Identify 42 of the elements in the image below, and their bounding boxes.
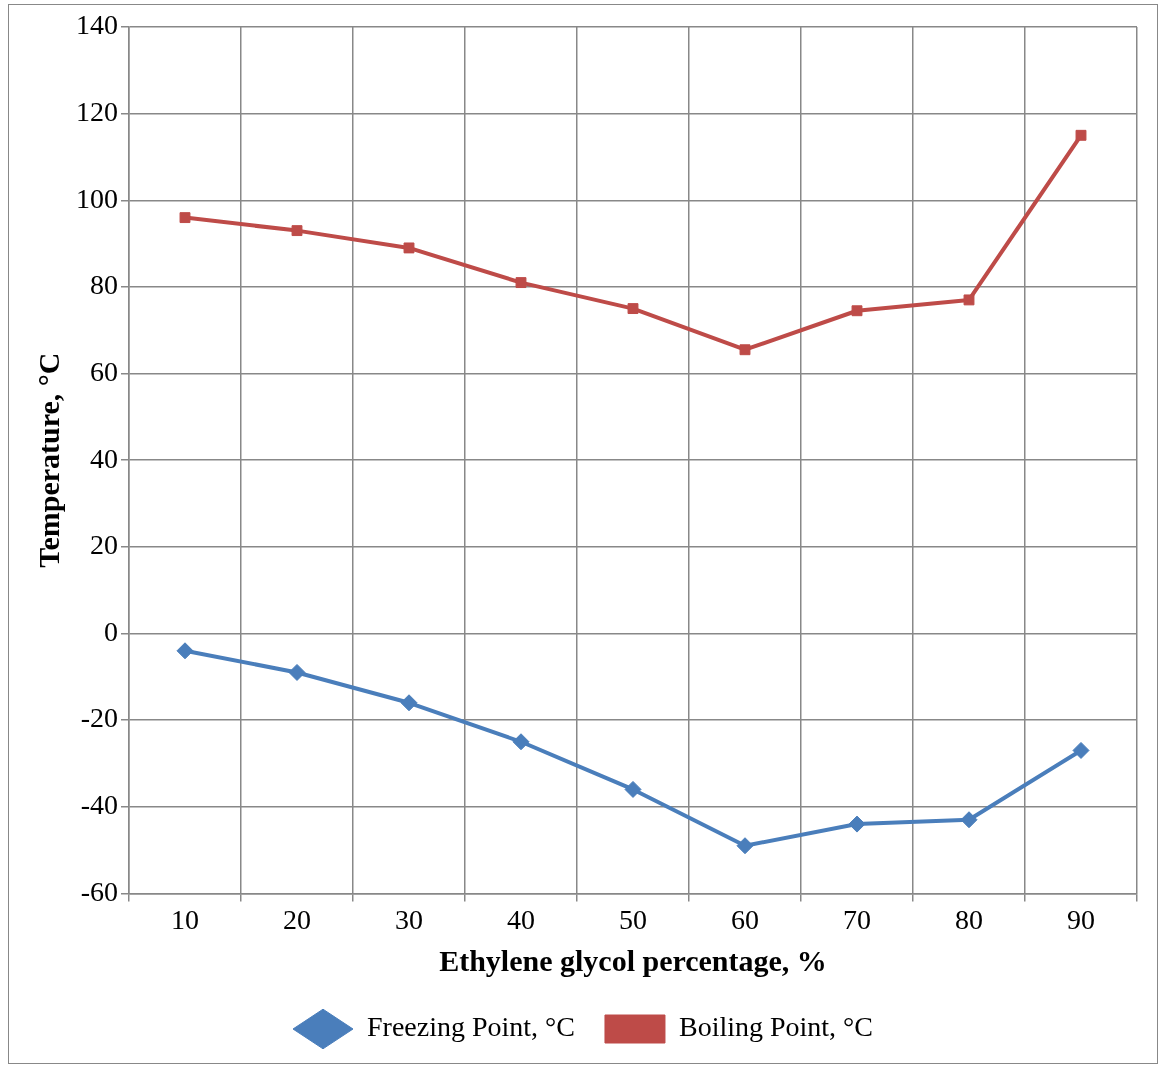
point [400,694,418,712]
point [627,303,639,315]
x-tick-label: 70 [843,903,871,935]
x-tick-label: 20 [283,903,311,935]
point [288,663,306,681]
legend-label: Boiling Point, °C [678,1011,873,1043]
y-tick-label: -40 [80,789,118,821]
point [848,815,866,833]
point [736,837,754,855]
x-tick-label: 40 [507,903,535,935]
x-tick-label: 50 [619,903,647,935]
point [1075,129,1087,141]
point [624,780,642,798]
x-tick-label: 60 [731,903,759,935]
x-tick-label: 90 [1067,903,1095,935]
x-tick-label: 80 [955,903,983,935]
y-axis-title: Temperature, °C [31,352,65,568]
point [179,212,191,224]
y-tick-label: 80 [90,269,118,301]
y-tick-label: -60 [80,875,118,907]
y-tick-label: -20 [80,702,118,734]
y-tick-label: 60 [90,355,118,387]
y-tick-label: 100 [76,182,118,214]
point [960,811,978,829]
point [515,277,527,289]
y-tick-label: 20 [90,529,118,561]
point [963,294,975,306]
point [291,225,303,237]
legend-label: Freezing Point, °C [367,1011,575,1043]
y-tick-label: 0 [104,615,118,647]
y-tick-label: 120 [76,96,118,127]
x-tick-label: 30 [395,903,423,935]
point [403,242,415,254]
point [176,642,194,660]
y-tick-label: 40 [90,442,118,474]
point [851,305,863,317]
x-axis-title: Ethylene glycol percentage, % [439,943,827,977]
point [739,344,751,356]
y-tick-label: 140 [76,9,118,41]
point [1072,741,1090,759]
point [512,733,530,751]
x-tick-label: 10 [171,903,199,935]
